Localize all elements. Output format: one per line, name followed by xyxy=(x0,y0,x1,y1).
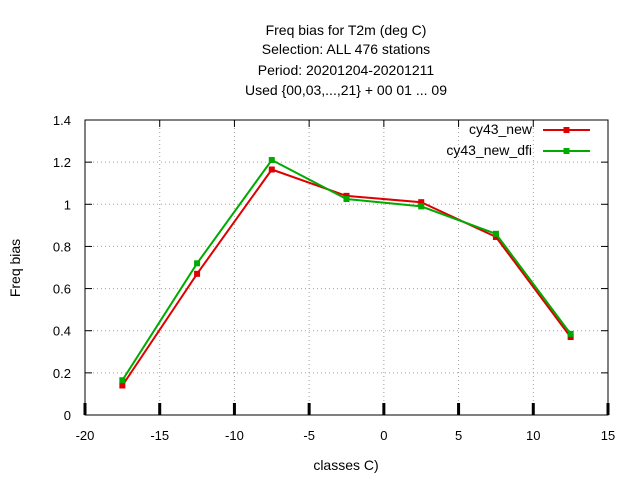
data-point-cy43_new_dfi xyxy=(194,260,201,267)
series xyxy=(119,157,574,389)
data-point-cy43_new xyxy=(492,233,499,240)
legend-marker-cy43_new xyxy=(563,127,570,133)
x-tick-label: 5 xyxy=(455,428,462,443)
y-tick-label: 0.4 xyxy=(53,324,71,339)
data-point-cy43_new_dfi xyxy=(268,157,275,164)
title-line-2: Selection: ALL 476 stations xyxy=(262,41,430,57)
y-tick-label: 0 xyxy=(64,408,71,423)
y-tick-label: 0.6 xyxy=(53,282,71,297)
legend: cy43_new cy43_new_dfi xyxy=(446,121,590,158)
x-tick-label: -15 xyxy=(150,428,169,443)
data-point-cy43_new xyxy=(343,192,350,199)
legend-label-cy43_new: cy43_new xyxy=(469,121,533,137)
title-line-1: Freq bias for T2m (deg C) xyxy=(266,22,427,38)
x-tick-label: 15 xyxy=(601,428,615,443)
grid xyxy=(85,120,608,415)
legend-marker-cy43_new_dfi xyxy=(563,148,570,154)
y-axis-label: Freq bias xyxy=(7,239,23,297)
title-line-3: Period: 20201204-20201211 xyxy=(258,62,435,78)
y-tick-label: 1.4 xyxy=(53,113,71,128)
data-point-cy43_new xyxy=(119,382,126,389)
x-tick-label: -20 xyxy=(76,428,95,443)
data-point-cy43_new_dfi xyxy=(119,377,126,384)
data-point-cy43_new xyxy=(268,166,275,173)
data-point-cy43_new_dfi xyxy=(492,230,499,237)
x-tick-label: -10 xyxy=(225,428,244,443)
legend-label-cy43_new_dfi: cy43_new_dfi xyxy=(446,142,532,158)
tick-labels: 0 0.2 0.4 0.6 0.8 1 1.2 1.4 -20 -15 -10 -5 0 5 10 15 xyxy=(53,113,615,443)
y-tick-label: 0.8 xyxy=(53,239,71,254)
y-tick-label: 1.2 xyxy=(53,155,71,170)
y-tick-label: 0.2 xyxy=(53,366,71,381)
x-tick-label: 10 xyxy=(526,428,540,443)
chart-title: Freq bias for T2m (deg C) Selection: ALL… xyxy=(245,22,447,98)
data-point-cy43_new xyxy=(567,334,574,341)
data-point-cy43_new xyxy=(194,270,201,277)
plot-frame xyxy=(84,119,609,416)
data-point-cy43_new xyxy=(418,199,425,206)
y-tick-label: 1 xyxy=(64,197,71,212)
title-line-4: Used {00,03,...,21} + 00 01 ... 09 xyxy=(245,82,447,98)
x-axis-label: classes C) xyxy=(313,457,378,473)
x-tick-label: -5 xyxy=(303,428,315,443)
data-point-cy43_new_dfi xyxy=(343,196,350,203)
axes xyxy=(83,119,610,416)
x-tick-label: 0 xyxy=(380,428,387,443)
data-point-cy43_new_dfi xyxy=(418,203,425,210)
data-point-cy43_new_dfi xyxy=(567,330,574,337)
